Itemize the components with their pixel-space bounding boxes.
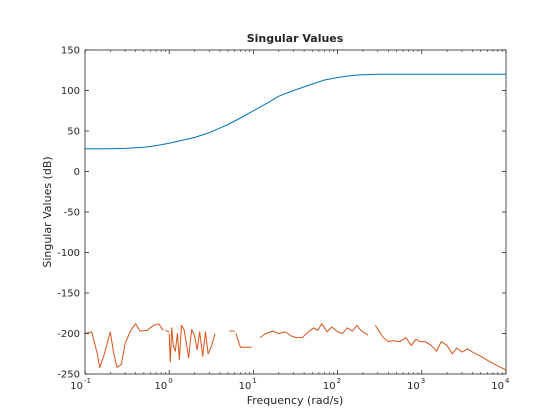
series-2-line-segment-1 xyxy=(84,323,164,368)
x-tick-label: 10 2 xyxy=(323,377,341,392)
y-tick-label: -50 xyxy=(64,208,80,219)
x-tick-label-exponent: 1 xyxy=(252,377,256,385)
y-tick-label: 150 xyxy=(61,46,80,57)
x-tick-label-exponent: 2 xyxy=(337,377,341,385)
x-tick-label-exponent: 4 xyxy=(505,377,510,385)
axes-box xyxy=(84,49,507,375)
series-2-line-segment-6 xyxy=(259,323,369,339)
x-tick-label-base: 10 xyxy=(407,381,420,392)
x-tick-label: 10 0 xyxy=(154,377,172,392)
series-2-line-segment-3 xyxy=(168,324,216,363)
y-tick-label: 0 xyxy=(74,167,80,178)
x-tick-label-exponent: -1 xyxy=(84,377,91,385)
series-2-line-segment-7 xyxy=(374,325,507,371)
y-tick-label: -150 xyxy=(57,289,80,300)
series-2-line-segment-5 xyxy=(235,333,252,348)
plot-area xyxy=(85,50,506,374)
series-layer xyxy=(84,73,507,371)
x-axis-label: Frequency (rad/s) xyxy=(247,394,344,407)
y-tick-label: -200 xyxy=(57,329,80,340)
series-1-line xyxy=(85,73,506,150)
series-2-line-segment-2 xyxy=(165,329,170,333)
y-tick-label: 50 xyxy=(67,127,80,138)
y-axis-label: Singular Values (dB) xyxy=(41,156,54,267)
chart-title: Singular Values xyxy=(247,32,344,45)
y-tick-label: -100 xyxy=(57,248,80,259)
x-tick-label-base: 10 xyxy=(323,381,336,392)
y-tick-label: -250 xyxy=(57,370,80,381)
y-tick-label: 100 xyxy=(61,86,80,97)
x-tick-label-exponent: 0 xyxy=(168,377,172,385)
x-tick-label: 10 -1 xyxy=(70,377,91,392)
x-tick-label-base: 10 xyxy=(239,381,252,392)
x-tick-label: 10 3 xyxy=(407,377,425,392)
x-tick-label: 10 4 xyxy=(491,377,510,392)
x-tick-label-base: 10 xyxy=(70,381,83,392)
x-tick-label: 10 1 xyxy=(239,377,257,392)
x-tick-label-exponent: 3 xyxy=(421,377,425,385)
x-tick-label-base: 10 xyxy=(154,381,167,392)
x-tick-label-base: 10 xyxy=(491,381,504,392)
